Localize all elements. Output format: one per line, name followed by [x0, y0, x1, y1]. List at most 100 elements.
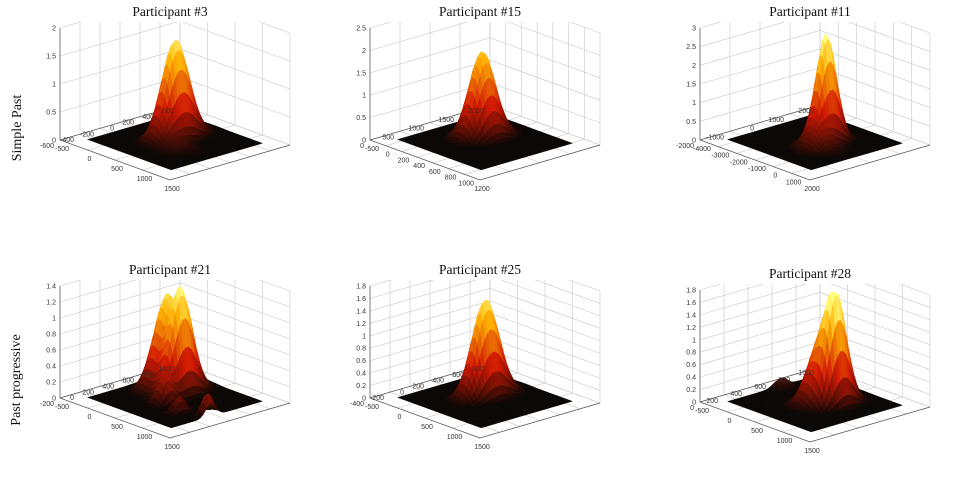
z-tick-label: 0.5 — [356, 115, 366, 122]
z-gridline — [700, 22, 930, 33]
panel-title: Participant #21 — [20, 262, 320, 278]
z-ticks: 00.511.522.53x 10⁻⁵ — [686, 22, 712, 145]
y-tick-label: 0 — [750, 126, 754, 133]
surface-plot: 00.20.40.60.811.21.4x 10⁻⁵-5000500100015… — [20, 280, 320, 490]
y-tick-label: 2000 — [798, 108, 814, 115]
z-exponent-label: x 10⁻⁵ — [52, 280, 72, 282]
z-tick-label: 1 — [52, 316, 56, 323]
panel-title: Participant #15 — [330, 4, 630, 20]
x-tick-label: 1200 — [474, 186, 490, 193]
z-tick-label: 1.5 — [46, 54, 56, 61]
z-tick-label: 2.5 — [686, 44, 696, 51]
y-tick-label: -2000 — [676, 143, 694, 150]
z-tick-label: 0.4 — [46, 364, 56, 371]
surface — [398, 52, 573, 170]
z-ticks: 00.511.52x 10⁻⁵ — [46, 22, 72, 145]
surface-plot: 00.511.522.5x 10⁻⁵-500020040060080010001… — [330, 22, 630, 232]
panel-title: Participant #3 — [20, 4, 320, 20]
z-gridline — [370, 22, 600, 33]
z-ticks: 00.511.522.5x 10⁻⁵ — [356, 22, 382, 145]
y-tick-label: 400 — [102, 384, 114, 391]
x-tick-label: 0 — [88, 414, 92, 421]
x-tick-label: 400 — [413, 163, 425, 170]
surface-plot: 0 0.5 1 1.5 2 x 10⁻⁵ -500 0 500 1000 1500 -600 -400-… — [20, 22, 320, 232]
z-gridline — [370, 22, 600, 55]
y-tick-label: -600 — [40, 143, 54, 150]
y-tick-label: 0 — [70, 395, 74, 402]
z-gridline — [700, 22, 930, 52]
y-tick-label: 800 — [142, 372, 154, 379]
x-tick-label: 0 — [88, 156, 92, 163]
x-tick-label: -500 — [55, 146, 69, 153]
z-tick-label: 2 — [52, 26, 56, 33]
x-tick-label: -2000 — [730, 159, 748, 166]
y-tick-label: 400 — [142, 114, 154, 121]
y-tick-label: -200 — [40, 401, 54, 408]
z-tick-label: 2 — [692, 63, 696, 70]
y-tick-label: -400 — [60, 137, 74, 144]
z-tick-label: 0.8 — [46, 332, 56, 339]
z-gridline — [60, 280, 290, 291]
y-tick-label: 0 — [110, 126, 114, 133]
z-ticks: 0 0.2 0.4 0.6 0.8 1 1.2 1.4 x 10⁻⁵ — [46, 280, 72, 403]
x-tick-label: 200 — [398, 157, 410, 164]
x-tick-label: 1500 — [164, 444, 180, 451]
y-tick-label: 0 — [360, 143, 364, 150]
panel-title: Participant #11 — [660, 4, 960, 20]
surface — [88, 40, 263, 170]
surface-plot: 00.511.522.53x 10⁻⁵-4000-3000-2000-10000… — [660, 22, 960, 232]
y-tick-label: 2000 — [468, 108, 484, 115]
z-tick-label: 0.5 — [686, 119, 696, 126]
z-tick-label: 1.4 — [46, 284, 56, 291]
x-tick-label: 1500 — [164, 186, 180, 193]
z-tick-label: 1.2 — [46, 300, 56, 307]
z-tick-label: 0.5 — [46, 110, 56, 117]
z-tick-label: 1 — [692, 100, 696, 107]
z-exponent-label: x 10⁻⁵ — [362, 22, 382, 24]
y-tick-label: -1000 — [706, 134, 724, 141]
x-tick-label: 0 — [773, 173, 777, 180]
z-tick-label: 1 — [362, 93, 366, 100]
x-tick-label: -500 — [55, 404, 69, 411]
z-tick-label: 0.6 — [46, 348, 56, 355]
x-tick-label: -3000 — [711, 153, 729, 160]
z-exponent-label: x 10⁻⁵ — [692, 22, 712, 24]
x-tick-label: 0 — [386, 152, 390, 159]
surface-plot: 00.20.40.60.811.21.41.61.8x 10⁻⁵-5000500… — [330, 280, 630, 490]
z-gridline — [370, 280, 600, 291]
y-tick-label: 600 — [122, 378, 134, 385]
y-tick-label: -200 — [80, 131, 94, 138]
surface-panel-2: Participant #15 00.511.522.5x 10⁻⁵-50002… — [330, 4, 630, 234]
y-tick-label: 1500 — [438, 117, 454, 124]
z-exponent-label: x 10⁻⁵ — [52, 22, 72, 24]
x-tick-label: 500 — [111, 424, 123, 431]
x-tick-label: 1000 — [137, 434, 153, 441]
surface-panel-3: Participant #11 00.511.522.53x 10⁻⁵-4000… — [660, 4, 960, 234]
x-tick-label: 1000 — [458, 180, 474, 187]
x-tick-label: 500 — [111, 166, 123, 173]
y-tick-label: 500 — [382, 134, 394, 141]
x-tick-label: 1000 — [137, 176, 153, 183]
x-tick-label: 1000 — [786, 179, 802, 186]
surface-panel-4: Participant #21 0 0.2 0.4 0.6 0.8 1 1.2 1.4 x 10… — [20, 262, 320, 492]
surface-panel-1: Participant #3 0 0.5 1 1.5 2 x 10⁻⁵ -500 0 500 10… — [20, 4, 320, 234]
z-tick-label: 0.2 — [46, 380, 56, 387]
surface — [398, 300, 573, 428]
y-tick-label: 200 — [82, 389, 94, 396]
y-tick-label: 1000 — [158, 366, 174, 373]
z-gridline — [60, 22, 290, 33]
y-tick-label: 1000 — [768, 117, 784, 124]
y-tick-label: 200 — [122, 120, 134, 127]
surface — [728, 34, 903, 170]
z-tick-label: 1 — [52, 82, 56, 89]
z-tick-label: 2 — [362, 48, 366, 55]
x-tick-label: -1000 — [748, 166, 766, 173]
x-tick-label: 2000 — [804, 186, 820, 193]
z-tick-label: 1.5 — [356, 70, 366, 77]
z-tick-label: 3 — [692, 26, 696, 33]
y-tick-label: 600 — [162, 108, 174, 115]
z-tick-label: 2.5 — [356, 26, 366, 33]
surface — [88, 287, 263, 428]
z-tick-label: 1.5 — [686, 82, 696, 89]
